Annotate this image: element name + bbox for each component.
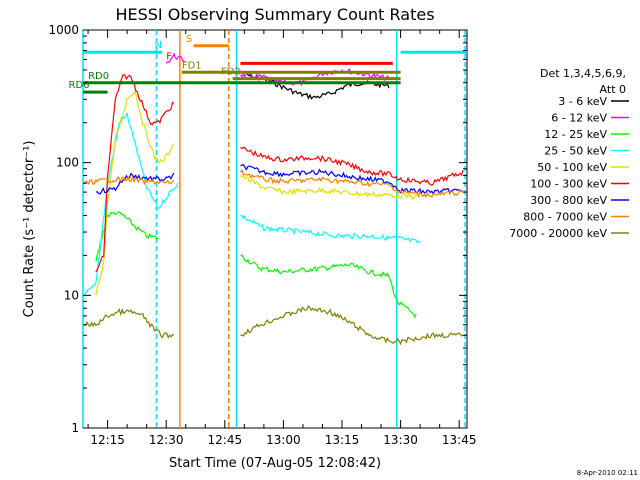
- series-line: [83, 175, 175, 186]
- flag-label: FD2: [221, 67, 241, 78]
- flag-label: F: [166, 51, 172, 62]
- legend-label: 3 - 6 keV: [558, 95, 607, 108]
- series-line: [83, 111, 179, 296]
- flag-label: FD1: [182, 60, 202, 71]
- x-tick-label: 12:30: [149, 433, 184, 447]
- axis-ticks: 12:15 12:30 12:45 13:00 13:15 13:30 13:45 1 10 10…: [48, 23, 476, 447]
- series-line: [239, 168, 464, 199]
- x-tick-label: 12:45: [208, 433, 243, 447]
- x-tick-label: 13:30: [383, 433, 418, 447]
- chart-title: HESSI Observing Summary Count Rates: [115, 5, 434, 24]
- y-tick-label: 1: [71, 421, 79, 435]
- y-tick-label: 100: [56, 156, 79, 170]
- legend-label: 6 - 12 keV: [551, 112, 607, 125]
- series-line: [240, 305, 464, 346]
- x-axis-label: Start Time (07-Aug-05 12:08:42): [169, 456, 381, 471]
- gap-markers: [82, 30, 466, 428]
- legend-label: 50 - 100 keV: [537, 161, 607, 174]
- x-tick-label: 13:00: [266, 433, 301, 447]
- series-line: [165, 52, 186, 64]
- series-line: [240, 146, 464, 186]
- legend-label: 25 - 50 keV: [544, 145, 607, 158]
- series-lines: [83, 52, 464, 346]
- series-line: [239, 173, 421, 200]
- series-line: [240, 254, 417, 319]
- series-line: [95, 73, 175, 273]
- legend-title-1: Det 1,3,4,5,6,9,: [540, 67, 626, 80]
- legend-label: 300 - 800 keV: [530, 194, 607, 207]
- series-line: [240, 70, 390, 100]
- legend: Det 1,3,4,5,6,9, Att 0 3 - 6 keV 6 - 12 k…: [509, 67, 629, 240]
- series-line: [95, 90, 175, 296]
- legend-items: 3 - 6 keV 6 - 12 keV 12 - 25 keV 25 - 50 ke…: [509, 95, 629, 240]
- legend-title-2: Att 0: [600, 83, 626, 96]
- flag-label: RD6: [69, 80, 90, 91]
- series-line: [83, 307, 175, 340]
- legend-label: 7000 - 20000 keV: [509, 227, 607, 240]
- footer-date: 8-Apr-2010 02:11: [577, 469, 638, 477]
- series-line: [240, 163, 464, 196]
- x-tick-label: 13:15: [325, 433, 360, 447]
- legend-label: 100 - 300 keV: [530, 178, 607, 191]
- flag-label: RD0: [88, 71, 109, 82]
- y-tick-label: 10: [64, 288, 79, 302]
- x-tick-label: 13:45: [442, 433, 477, 447]
- series-line: [240, 214, 421, 244]
- flag-label: N: [154, 40, 161, 51]
- x-tick-label: 12:15: [90, 433, 125, 447]
- legend-label: 800 - 7000 keV: [523, 211, 607, 224]
- y-axis-label: Count Rate (s⁻¹ detector⁻¹): [22, 141, 37, 318]
- y-tick-label: 1000: [48, 23, 79, 37]
- series-line: [95, 172, 175, 195]
- flag-label: S: [186, 34, 192, 45]
- legend-label: 12 - 25 keV: [544, 128, 607, 141]
